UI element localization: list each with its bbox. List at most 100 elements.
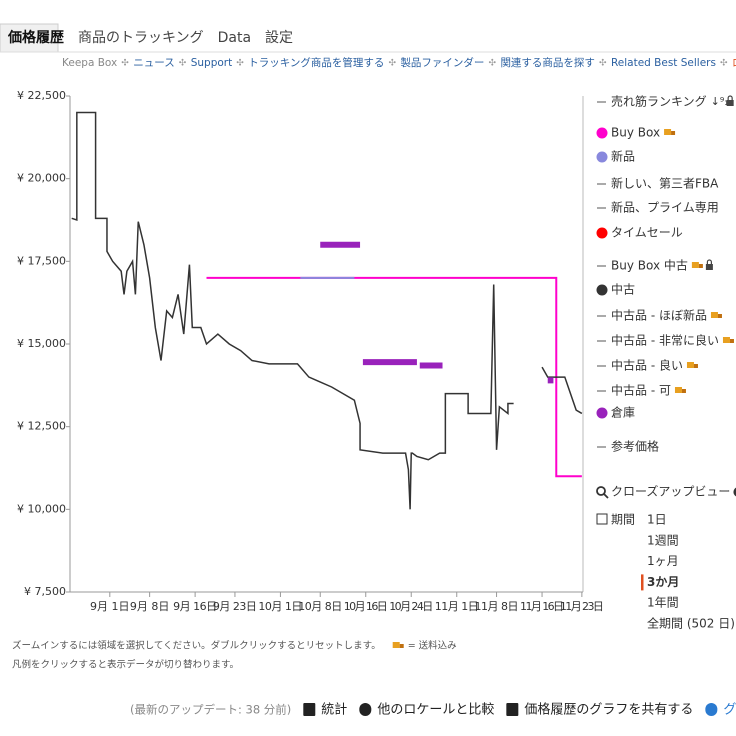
footer-action[interactable]: グラフ設定 xyxy=(723,702,736,718)
footer-icon xyxy=(303,703,316,716)
legend-entry[interactable]: 新しい、第三者FBA xyxy=(611,176,719,191)
x-tick-label: 10月 24日 xyxy=(389,600,433,613)
range-option[interactable]: 全期間 (502 日) xyxy=(647,616,735,631)
legend-dot xyxy=(596,151,608,163)
nav-link[interactable]: トラッキング商品を管理する xyxy=(248,56,384,69)
separator: ✣ xyxy=(599,59,607,69)
shipping-icon xyxy=(698,264,703,268)
sort-icon: ↓⁹₁ xyxy=(711,95,729,108)
tab[interactable]: 価格履歴 xyxy=(7,29,64,46)
x-tick-label: 9月 23日 xyxy=(213,600,257,613)
footer-action[interactable]: 価格履歴のグラフを共有する xyxy=(524,702,693,718)
range-option[interactable]: 1ヶ月 xyxy=(647,554,679,568)
footer-icon xyxy=(506,703,519,716)
series-line xyxy=(206,276,582,478)
y-tick-label: ¥ 22,500 xyxy=(17,89,66,102)
lock-icon xyxy=(726,100,734,106)
x-tick-label: 10月 16日 xyxy=(344,600,388,613)
separator: ✣ xyxy=(179,59,187,69)
legend-dot xyxy=(596,227,608,239)
note: = 送料込み xyxy=(408,640,457,652)
legend-dot xyxy=(596,284,608,296)
x-tick-label: 10月 1日 xyxy=(258,600,302,613)
nav-link[interactable]: 関連する商品を探す xyxy=(500,56,595,69)
footer-action[interactable]: 他のロケールと比較 xyxy=(377,703,494,718)
separator: ✣ xyxy=(236,59,244,69)
y-tick-label: ¥ 15,000 xyxy=(17,337,66,350)
shipping-icon xyxy=(693,364,698,368)
range-option[interactable]: 1日 xyxy=(647,513,667,527)
legend-entry[interactable]: Buy Box 中古 xyxy=(611,258,688,273)
legend-entry[interactable]: 中古品 - ほぼ新品 xyxy=(611,308,707,323)
tab[interactable]: Data xyxy=(218,30,251,46)
separator: ✣ xyxy=(720,59,728,69)
legend-entry[interactable]: 参考価格 xyxy=(611,439,659,454)
footer-icon xyxy=(705,703,718,716)
separator: ✣ xyxy=(121,59,129,69)
shipping-icon xyxy=(686,362,694,368)
search-icon xyxy=(596,486,606,496)
footer-action[interactable]: 統計 xyxy=(321,702,347,718)
search-icon xyxy=(603,493,609,499)
legend-entry[interactable]: 新品、プライム専用 xyxy=(611,200,719,215)
lock-icon xyxy=(706,259,712,264)
nav-link[interactable]: Support xyxy=(191,57,233,69)
separator: ✣ xyxy=(388,59,396,69)
shipping-icon xyxy=(392,642,400,648)
calendar-icon xyxy=(596,513,608,525)
lock-icon xyxy=(705,264,713,270)
range-selected-bar xyxy=(641,574,644,591)
tab[interactable]: 設定 xyxy=(265,30,293,46)
legend-entry[interactable]: タイムセール xyxy=(611,226,683,240)
legend-entry[interactable]: 倉庫 xyxy=(611,405,635,420)
range-option[interactable]: 1週間 xyxy=(647,533,679,547)
toggle-icon xyxy=(733,487,736,497)
x-tick-label: 9月 8日 xyxy=(130,600,170,613)
x-tick-label: 10月 8日 xyxy=(298,600,342,613)
legend-entry[interactable]: 中古品 - 非常に良い xyxy=(611,333,719,348)
nav-link[interactable]: 製品ファインダー xyxy=(400,56,484,69)
nav-link[interactable]: Related Best Sellers xyxy=(611,57,716,69)
range-option[interactable]: 3か月 xyxy=(647,575,679,589)
shipping-icon xyxy=(717,314,722,318)
legend-entry[interactable]: 売れ筋ランキング xyxy=(611,94,707,109)
shipping-icon xyxy=(681,389,686,393)
shipping-icon xyxy=(399,644,404,648)
shipping-icon xyxy=(664,129,672,135)
legend-entry[interactable]: 中古品 - 可 xyxy=(611,383,671,398)
range-option[interactable]: 1年間 xyxy=(647,596,679,610)
y-tick-label: ¥ 17,500 xyxy=(17,254,66,267)
update-note: (最新のアップデート: 38 分前) xyxy=(130,703,291,717)
y-tick-label: ¥ 10,000 xyxy=(17,502,66,515)
legend-entry[interactable]: 中古 xyxy=(611,282,635,297)
y-tick-label: ¥ 12,500 xyxy=(17,420,66,433)
separator: ✣ xyxy=(488,59,496,69)
nav-link[interactable]: ログイン / アカウントの登録 xyxy=(732,56,736,69)
nav-link[interactable]: Keepa Box xyxy=(62,57,117,69)
x-tick-label: 9月 16日 xyxy=(173,600,217,613)
tab[interactable]: 商品のトラッキング xyxy=(78,30,204,46)
note: ズームインするには領域を選択してください。ダブルクリックするとリセットします。 xyxy=(12,640,381,652)
shipping-icon xyxy=(674,387,682,393)
shipping-icon xyxy=(710,312,718,318)
series-line xyxy=(320,241,554,384)
x-tick-label: 9月 1日 xyxy=(90,600,130,613)
x-tick-label: 11月 16日 xyxy=(520,600,564,613)
footer-icon xyxy=(359,703,372,716)
legend-dot xyxy=(596,127,608,139)
shipping-icon xyxy=(722,337,730,343)
legend-entry[interactable]: Buy Box xyxy=(611,126,660,140)
legend-entry[interactable]: 中古品 - 良い xyxy=(611,358,683,373)
y-tick-label: ¥ 20,000 xyxy=(17,172,66,185)
legend-dot xyxy=(596,407,608,419)
shipping-icon xyxy=(691,262,699,268)
x-tick-label: 11月 1日 xyxy=(435,600,479,613)
nav-link[interactable]: ニュース xyxy=(133,57,174,69)
legend-entry[interactable]: 新品 xyxy=(611,149,635,164)
shipping-icon xyxy=(671,131,676,135)
x-tick-label: 11月 8日 xyxy=(475,600,519,613)
closeup-toggle[interactable]: クローズアップビュー xyxy=(611,484,730,499)
lock-icon xyxy=(727,95,733,100)
active-tab-bg xyxy=(0,23,59,53)
